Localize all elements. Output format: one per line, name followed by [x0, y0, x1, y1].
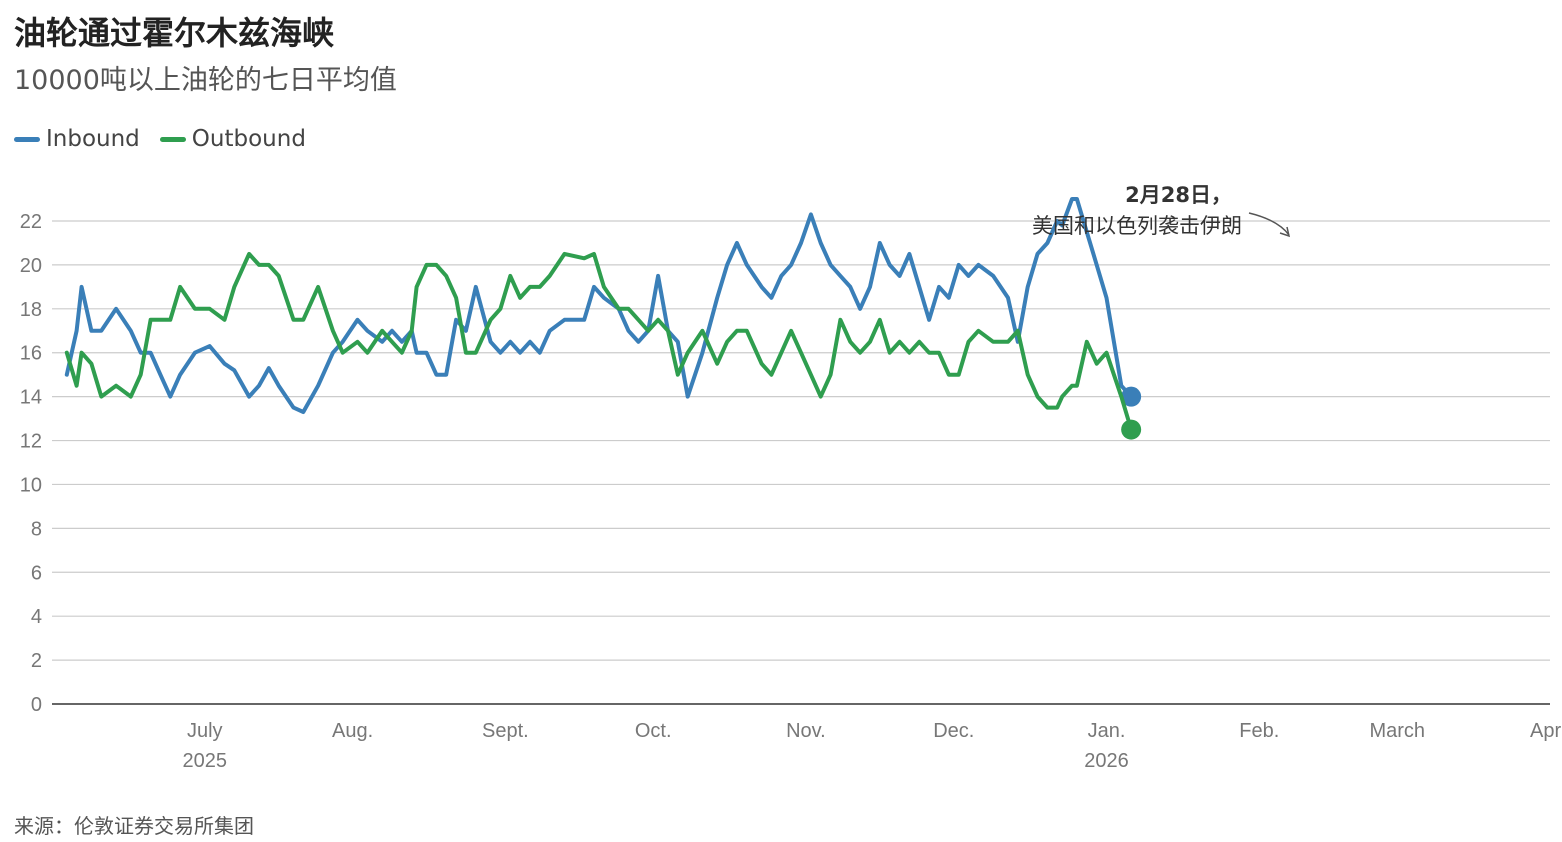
x-tick-label-3: Oct. [635, 720, 672, 742]
x-tick-label-8: March [1369, 720, 1425, 742]
annotation-arrowhead [1279, 226, 1291, 238]
y-tick-label-6: 6 [31, 562, 42, 584]
series-layer [64, 197, 1142, 440]
y-tick-label-0: 0 [31, 694, 42, 716]
legend-swatch-outbound [159, 136, 186, 142]
legend-item-inbound: Inbound [14, 126, 140, 152]
legend-label-inbound: Inbound [46, 126, 140, 152]
x-tick-label-9: April [1530, 720, 1562, 742]
x-tick-label-7: Feb. [1239, 720, 1279, 742]
legend-label-outbound: Outbound [191, 126, 306, 152]
annotation-layer: 2月28日， 美国和以色列袭击伊朗 [1032, 183, 1291, 238]
x-tick-label-4: Nov. [786, 720, 826, 742]
y-tick-label-20: 20 [20, 255, 42, 277]
y-tick-label-12: 12 [20, 431, 42, 453]
x-tick-sublabel-0: 2025 [183, 750, 228, 772]
page-title: 油轮通过霍尔木兹海峡 [14, 14, 335, 52]
series-endpoint-inbound [1121, 386, 1142, 407]
y-tick-label-22: 22 [20, 211, 42, 233]
chart-legend: Inbound Outbound [14, 126, 326, 152]
y-tick-label-16: 16 [20, 343, 42, 365]
annotation-text: 美国和以色列袭击伊朗 [1032, 214, 1242, 238]
y-tick-label-4: 4 [31, 606, 42, 628]
y-tick-label-14: 14 [20, 387, 42, 409]
legend-swatch-inbound [14, 136, 40, 142]
y-tick-label-18: 18 [20, 299, 42, 321]
series-line-outbound [64, 251, 1134, 432]
annotation-date: 2月28日， [1125, 183, 1232, 207]
series-endpoint-outbound [1121, 419, 1142, 440]
grid-layer: 0 2 4 6 8 10 12 14 16 18 20 22 July 2025 Aug. Sept. Oct.… [20, 211, 1562, 772]
source-note: 来源：伦敦证券交易所集团 [14, 814, 254, 838]
page-subtitle: 10000吨以上油轮的七日平均值 [14, 65, 397, 96]
annotation-arrow [1248, 212, 1290, 236]
x-tick-label-6: Jan. [1088, 720, 1126, 742]
x-tick-label-0: July [187, 720, 223, 742]
x-tick-label-1: Aug. [332, 720, 373, 742]
x-tick-label-5: Dec. [933, 720, 974, 742]
x-tick-label-2: Sept. [482, 720, 529, 742]
series-line-inbound [64, 197, 1134, 414]
x-tick-sublabel-6: 2026 [1084, 750, 1129, 772]
y-tick-label-2: 2 [31, 650, 42, 672]
y-tick-label-8: 8 [31, 518, 42, 540]
y-tick-label-10: 10 [20, 474, 42, 496]
legend-item-outbound: Outbound [159, 126, 306, 152]
